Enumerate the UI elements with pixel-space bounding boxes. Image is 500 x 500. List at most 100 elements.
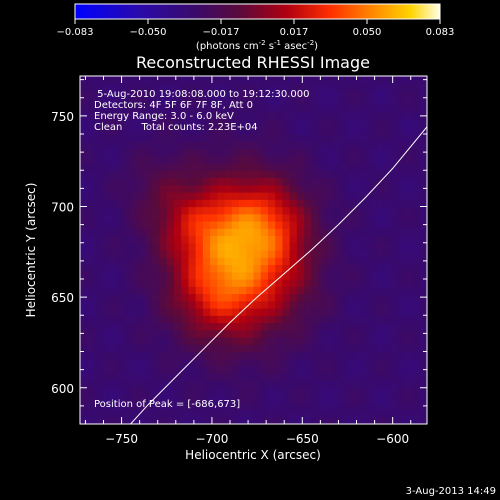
heatmap-cell	[304, 90, 312, 99]
heatmap-cell	[195, 315, 204, 324]
heatmap-cell	[296, 126, 305, 135]
heatmap-cell	[116, 358, 124, 367]
heatmap-cell	[419, 90, 427, 99]
heatmap-cell	[231, 322, 240, 331]
heatmap-cell	[116, 148, 124, 157]
heatmap-cell	[376, 235, 385, 244]
heatmap-cell	[202, 351, 211, 360]
heatmap-cell	[159, 221, 168, 229]
heatmap-cell	[224, 199, 233, 208]
heatmap-cell	[369, 293, 377, 302]
heatmap-cell	[217, 293, 226, 302]
heatmap-cell	[390, 250, 399, 258]
heatmap-cell	[210, 351, 218, 360]
heatmap-cell	[94, 271, 103, 280]
heatmap-cell	[383, 206, 392, 215]
heatmap-cell	[296, 206, 305, 215]
heatmap-cell	[398, 221, 406, 229]
heatmap-cell	[340, 300, 349, 309]
heatmap-cell	[340, 184, 349, 193]
heatmap-cell	[325, 177, 334, 186]
heatmap-cell	[390, 97, 399, 106]
heatmap-cell	[275, 184, 284, 193]
heatmap-cell	[217, 97, 226, 106]
heatmap-cell	[94, 105, 103, 113]
heatmap-cell	[318, 293, 327, 302]
heatmap-cell	[253, 170, 262, 179]
heatmap-cell	[275, 206, 284, 215]
heatmap-cell	[188, 300, 197, 309]
heatmap-cell	[210, 199, 218, 208]
heatmap-cell	[354, 300, 363, 309]
heatmap-cell	[383, 105, 392, 113]
heatmap-cell	[376, 402, 385, 411]
heatmap-cell	[188, 380, 197, 389]
heatmap-cell	[383, 373, 392, 382]
heatmap-cell	[173, 366, 182, 374]
heatmap-cell	[260, 279, 269, 287]
heatmap-cell	[239, 105, 247, 113]
heatmap-cell	[340, 105, 349, 113]
heatmap-cell	[405, 112, 414, 121]
heatmap-cell	[369, 155, 377, 164]
heatmap-cell	[217, 228, 226, 237]
heatmap-cell	[210, 329, 218, 338]
heatmap-cell	[325, 90, 334, 99]
heatmap-cell	[354, 97, 363, 106]
heatmap-cell	[390, 257, 399, 266]
heatmap-cell	[347, 76, 356, 84]
heatmap-cell	[333, 155, 341, 164]
heatmap-cell	[159, 409, 168, 418]
heatmap-cell	[354, 315, 363, 324]
heatmap-cell	[181, 221, 190, 229]
heatmap-cell	[304, 293, 312, 302]
heatmap-cell	[166, 148, 175, 157]
heatmap-cell	[311, 279, 320, 287]
heatmap-cell	[405, 409, 414, 418]
heatmap-cell	[181, 409, 190, 418]
heatmap-cell	[246, 184, 255, 193]
heatmap-cell	[87, 184, 96, 193]
heatmap-cell	[275, 387, 284, 396]
heatmap-cell	[369, 387, 377, 396]
heatmap-cell	[217, 119, 226, 128]
heatmap-cell	[108, 344, 117, 353]
heatmap-cell	[340, 148, 349, 157]
heatmap-cell	[333, 184, 341, 193]
heatmap-cell	[325, 221, 334, 229]
heatmap-cell	[123, 322, 132, 331]
heatmap-cell	[296, 322, 305, 331]
heatmap-cell	[101, 402, 110, 411]
heatmap-cell	[296, 213, 305, 222]
heatmap-cell	[267, 402, 276, 411]
heatmap-cell	[398, 105, 406, 113]
heatmap-cell	[412, 337, 421, 345]
heatmap-cell	[369, 409, 377, 418]
colorbar	[74, 3, 441, 20]
heatmap-cell	[275, 83, 284, 92]
heatmap-cell	[318, 300, 327, 309]
heatmap-cell	[340, 199, 349, 208]
heatmap-cell	[80, 97, 88, 106]
heatmap-cell	[210, 250, 218, 258]
heatmap-cell	[369, 286, 377, 295]
heatmap-cell	[275, 155, 284, 164]
heatmap-cell	[210, 380, 218, 389]
heatmap-cell	[152, 170, 161, 179]
heatmap-cell	[282, 344, 291, 353]
heatmap-cell	[304, 97, 312, 106]
heatmap-cell	[94, 126, 103, 135]
heatmap-cell	[246, 97, 255, 106]
heatmap-cell	[296, 351, 305, 360]
heatmap-cell	[108, 126, 117, 135]
heatmap-cell	[369, 257, 377, 266]
heatmap-cell	[123, 271, 132, 280]
heatmap-cell	[123, 395, 132, 403]
heatmap-cell	[282, 97, 291, 106]
heatmap-cell	[390, 199, 399, 208]
heatmap-cell	[304, 366, 312, 374]
heatmap-cell	[333, 177, 341, 186]
heatmap-cell	[145, 351, 153, 360]
heatmap-cell	[188, 199, 197, 208]
heatmap-cell	[116, 322, 124, 331]
